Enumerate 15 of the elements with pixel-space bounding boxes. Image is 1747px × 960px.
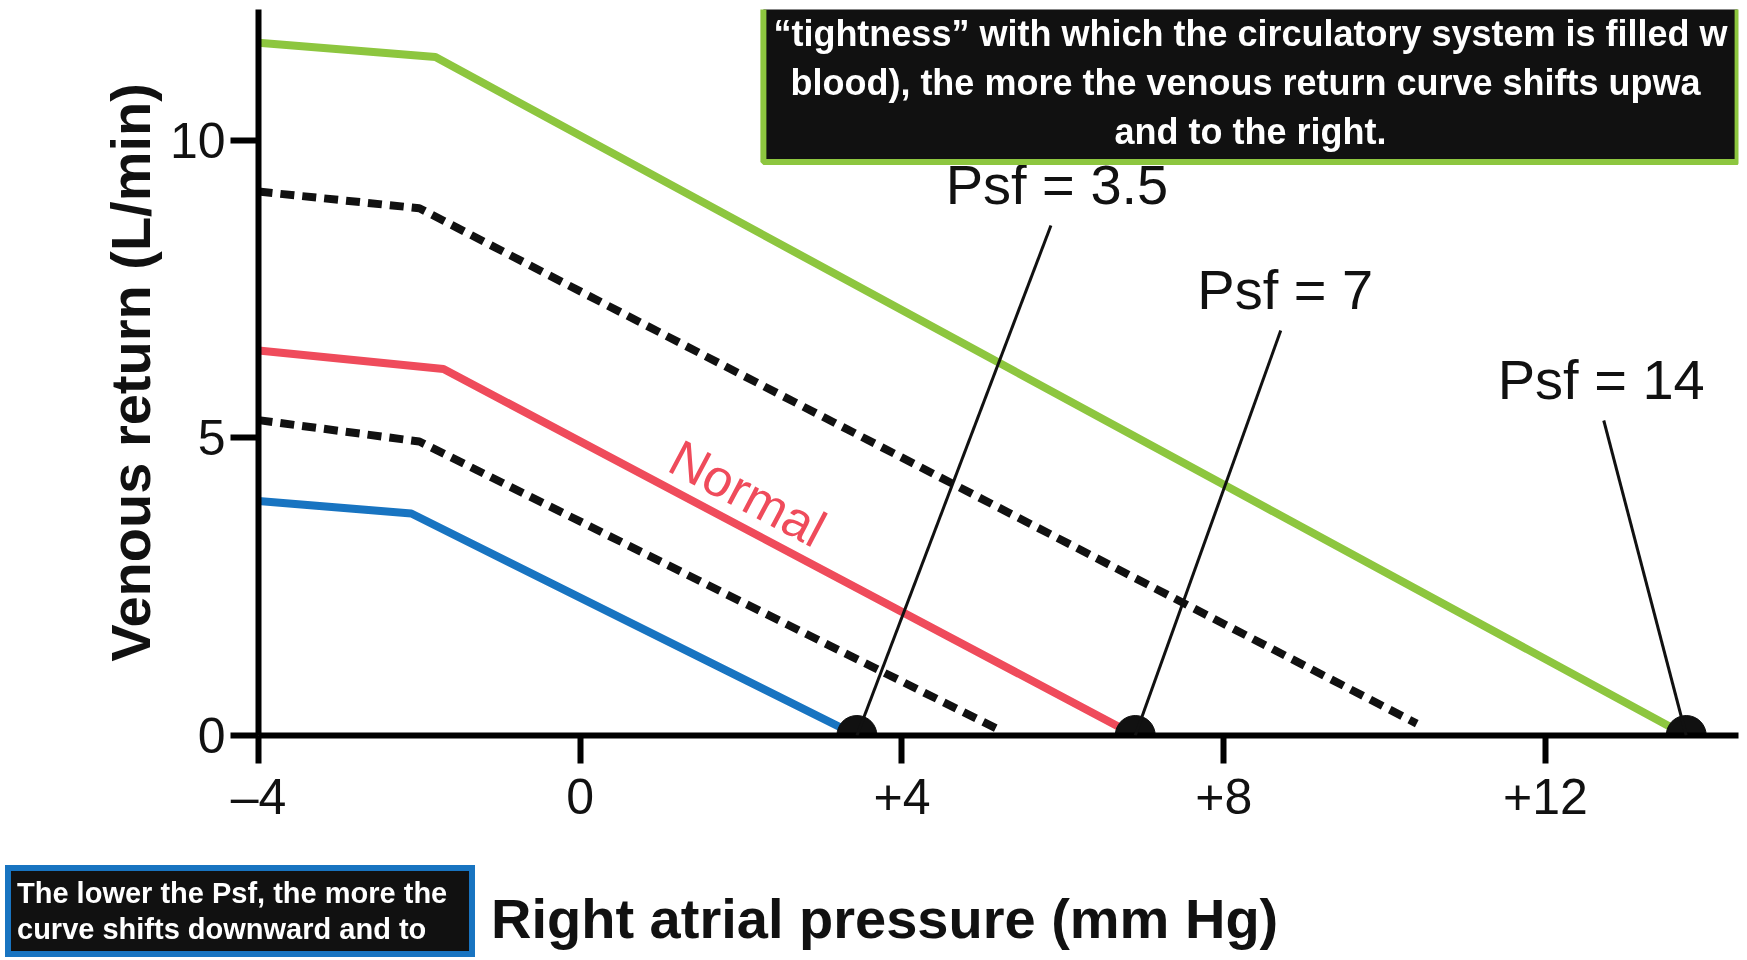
annotation: Psf = 7 (1197, 257, 1374, 321)
y-tick-label: 0 (197, 708, 226, 764)
x-tick-label: –4 (230, 768, 287, 825)
annotation: “tightness” with which the circulatory system is filled w blood), the more the venous return curve shifts upwa and to the right. (773, 12, 1729, 152)
annotation: Psf = 14 (1497, 347, 1705, 411)
x-axis-title: Right atrial pressure (mm Hg) (491, 886, 1279, 952)
y-tick-label: 5 (197, 410, 226, 467)
annotation: Psf = 3.5 (945, 152, 1169, 216)
y-axis-title: Venous return (L/min) (98, 83, 162, 662)
text: The lower the Psf, the more the curve shifts downward and to (17, 876, 448, 947)
x-tick-label: +12 (1503, 768, 1588, 825)
x-tick-label: +4 (873, 768, 931, 825)
x-tick-label: +8 (1195, 768, 1253, 825)
y-tick-label: 10 (169, 112, 226, 169)
x-tick-label: 0 (566, 768, 595, 825)
